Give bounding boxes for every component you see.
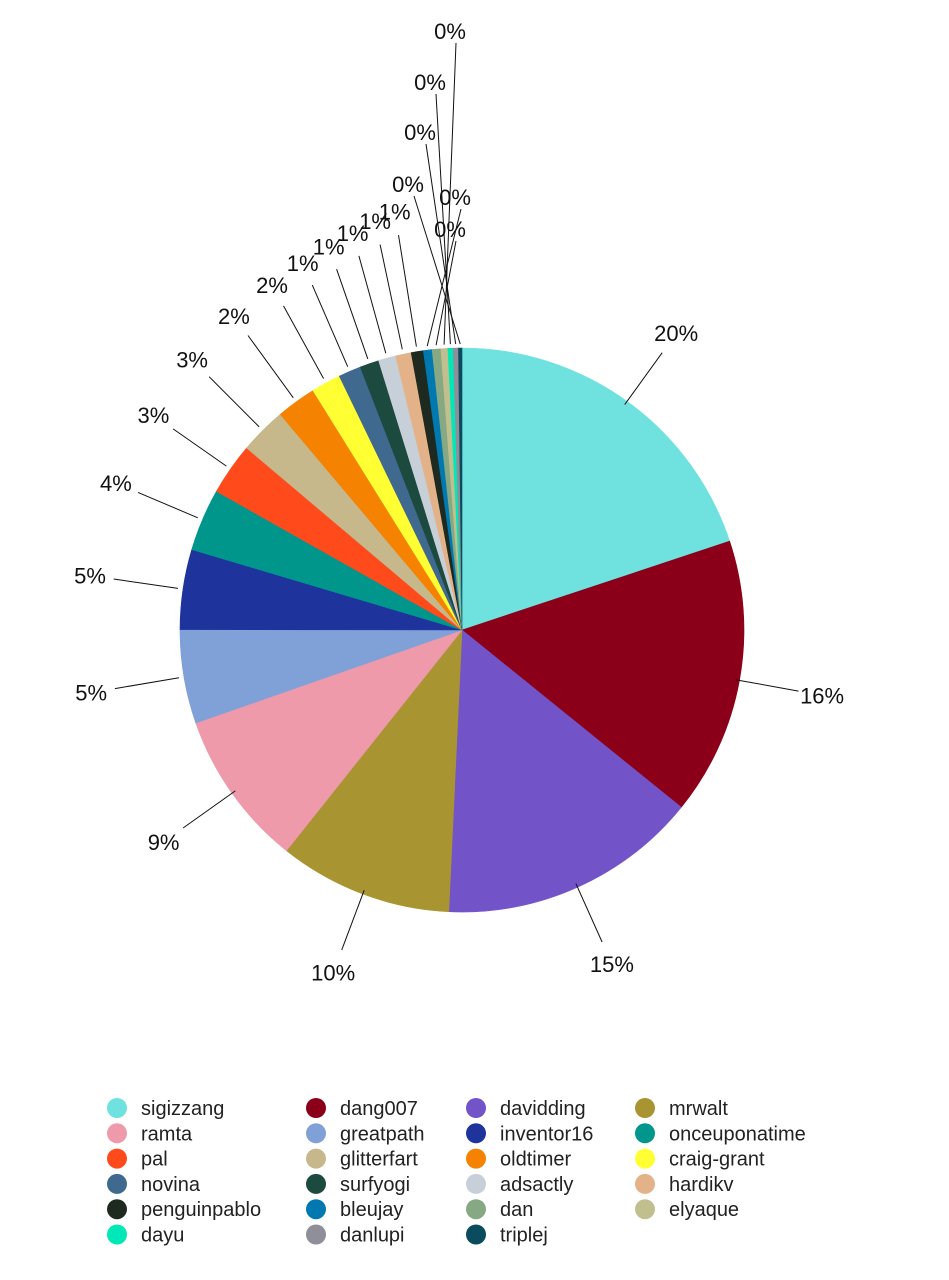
pct-label-danlupi: 0% bbox=[404, 120, 436, 145]
leader-line-penguinpablo bbox=[398, 235, 417, 347]
legend-label-ramta: ramta bbox=[141, 1123, 193, 1145]
legend-label-novina: novina bbox=[141, 1174, 201, 1196]
legend-swatch-danlupi bbox=[306, 1224, 326, 1245]
pct-label-ramta: 9% bbox=[148, 830, 180, 855]
legend-label-surfyogi: surfyogi bbox=[340, 1174, 410, 1196]
legend-swatch-craig-grant bbox=[635, 1148, 655, 1169]
legend-label-triplej: triplej bbox=[500, 1225, 548, 1247]
pct-label-penguinpablo: 1% bbox=[379, 199, 411, 224]
leader-line-surfyogi bbox=[336, 269, 369, 360]
pie-labels: 20%16%15%10%9%5%5%4%3%3%2%2%1%1%1%1%1%0%… bbox=[74, 19, 844, 986]
legend-label-greatpath: greatpath bbox=[340, 1123, 425, 1145]
legend-swatch-sigizzang bbox=[107, 1098, 127, 1118]
legend-swatch-bleujay bbox=[306, 1199, 326, 1220]
legend-label-craig-grant: craig-grant bbox=[669, 1149, 765, 1171]
legend-swatch-dayu bbox=[107, 1224, 127, 1245]
leader-line-pal bbox=[172, 428, 227, 467]
pct-label-dang007: 16% bbox=[800, 683, 844, 708]
leader-line-elyaque bbox=[443, 42, 457, 345]
legend-swatch-elyaque bbox=[635, 1199, 655, 1220]
legend-label-bleujay: bleujay bbox=[340, 1199, 403, 1221]
pct-label-hardikv: 1% bbox=[359, 209, 391, 234]
leader-line-adsactly bbox=[358, 255, 387, 354]
legend-label-penguinpablo: penguinpablo bbox=[141, 1199, 261, 1221]
pct-label-dan: 0% bbox=[434, 217, 466, 242]
pct-label-onceuponatime: 4% bbox=[100, 471, 132, 496]
leader-line-glitterfart bbox=[208, 376, 260, 428]
legend-label-onceuponatime: onceuponatime bbox=[669, 1123, 806, 1145]
pct-label-davidding: 15% bbox=[590, 952, 634, 977]
legend-swatch-pal bbox=[107, 1148, 127, 1169]
legend-label-hardikv: hardikv bbox=[669, 1174, 733, 1196]
leader-line-oldtimer bbox=[247, 335, 294, 399]
legend-swatch-triplej bbox=[466, 1224, 486, 1245]
leader-line-danlupi bbox=[425, 143, 457, 345]
legend-swatch-ramta bbox=[107, 1123, 127, 1144]
pct-label-sigizzang: 20% bbox=[654, 321, 698, 346]
legend: sigizzang dang007 davidding mrwalt ramta grea… bbox=[107, 1098, 806, 1247]
leader-line-onceuponatime bbox=[137, 491, 198, 519]
legend-swatch-mrwalt bbox=[635, 1098, 655, 1118]
pct-label-bleujay: 0% bbox=[439, 185, 471, 210]
leader-line-triplej bbox=[413, 195, 461, 345]
pie-slice-triplej bbox=[458, 347, 463, 631]
legend-label-glitterfart: glitterfart bbox=[340, 1149, 418, 1171]
legend-swatch-novina bbox=[107, 1173, 127, 1194]
legend-swatch-onceuponatime bbox=[635, 1123, 655, 1144]
pct-label-glitterfart: 3% bbox=[176, 348, 208, 373]
legend-swatch-dang007 bbox=[306, 1098, 326, 1118]
legend-swatch-inventor16 bbox=[466, 1123, 486, 1144]
leader-line-hardikv bbox=[379, 244, 403, 350]
legend-swatch-adsactly bbox=[466, 1173, 486, 1194]
leader-line-greatpath bbox=[114, 677, 180, 690]
legend-label-davidding: davidding bbox=[500, 1098, 586, 1120]
leader-line-craig-grant bbox=[283, 305, 325, 379]
legend-label-sigizzang: sigizzang bbox=[141, 1098, 224, 1120]
pct-label-elyaque: 0% bbox=[434, 19, 466, 44]
legend-label-adsactly: adsactly bbox=[500, 1174, 573, 1196]
legend-swatch-dan bbox=[466, 1199, 486, 1220]
pct-label-dayu: 0% bbox=[414, 70, 446, 95]
legend-label-dan: dan bbox=[500, 1199, 533, 1221]
legend-swatch-surfyogi bbox=[306, 1173, 326, 1194]
legend-swatch-hardikv bbox=[635, 1173, 655, 1194]
leader-line-bleujay bbox=[426, 208, 462, 347]
legend-swatch-greatpath bbox=[306, 1123, 326, 1144]
leader-line-novina bbox=[311, 284, 349, 367]
pct-label-craig-grant: 2% bbox=[256, 273, 288, 298]
legend-label-inventor16: inventor16 bbox=[500, 1123, 593, 1145]
legend-label-mrwalt: mrwalt bbox=[669, 1098, 728, 1120]
legend-label-oldtimer: oldtimer bbox=[500, 1149, 571, 1171]
pct-label-oldtimer: 2% bbox=[218, 304, 250, 329]
pct-label-greatpath: 5% bbox=[75, 681, 107, 706]
legend-swatch-glitterfart bbox=[306, 1148, 326, 1169]
legend-label-elyaque: elyaque bbox=[669, 1199, 739, 1221]
pct-label-pal: 3% bbox=[138, 403, 170, 428]
pie-slices bbox=[179, 347, 745, 913]
legend-swatch-oldtimer bbox=[466, 1148, 486, 1169]
leader-line-sigizzang bbox=[624, 352, 663, 405]
leader-line-inventor16 bbox=[113, 578, 179, 589]
pct-label-novina: 1% bbox=[287, 251, 319, 276]
pct-label-inventor16: 5% bbox=[74, 564, 106, 589]
legend-swatch-davidding bbox=[466, 1098, 486, 1118]
pct-label-triplej: 0% bbox=[392, 172, 424, 197]
pct-label-adsactly: 1% bbox=[337, 221, 369, 246]
leader-line-dayu bbox=[435, 93, 451, 345]
leader-line-mrwalt bbox=[341, 890, 365, 951]
leader-line-ramta bbox=[182, 790, 236, 829]
pct-label-mrwalt: 10% bbox=[311, 961, 355, 986]
legend-label-dayu: dayu bbox=[141, 1225, 184, 1247]
pct-label-surfyogi: 1% bbox=[313, 235, 345, 260]
legend-swatch-penguinpablo bbox=[107, 1199, 127, 1220]
legend-label-pal: pal bbox=[141, 1149, 168, 1171]
leader-line-dang007 bbox=[735, 679, 799, 692]
legend-label-dang007: dang007 bbox=[340, 1098, 418, 1120]
leader-line-davidding bbox=[575, 883, 603, 943]
legend-label-danlupi: danlupi bbox=[340, 1225, 405, 1247]
